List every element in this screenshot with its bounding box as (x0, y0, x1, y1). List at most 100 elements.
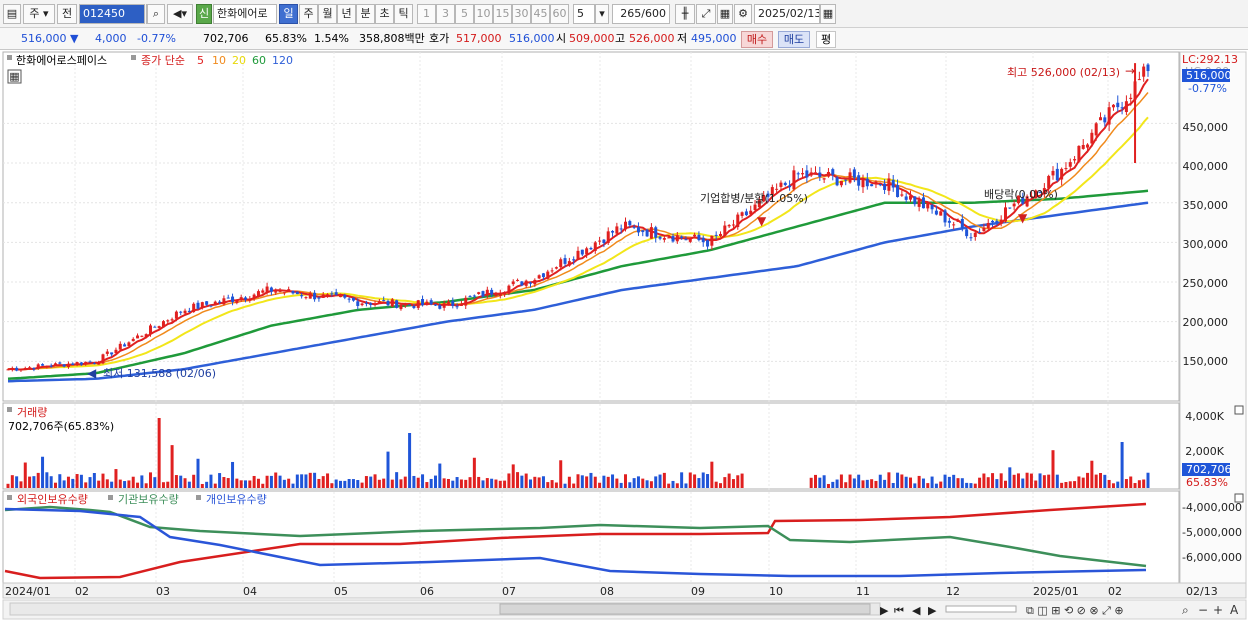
volume-bar (226, 478, 230, 488)
candle-body (343, 295, 347, 298)
period-select[interactable]: 주 ▾ (23, 4, 55, 24)
candle-body (1064, 168, 1068, 170)
interval-dropdown-icon[interactable]: ▾ (595, 4, 609, 24)
x-axis (2, 582, 1247, 599)
candle-body (1055, 168, 1059, 181)
candles (6, 63, 1150, 373)
interval-15[interactable]: 15 (493, 4, 512, 24)
volume-bar (887, 472, 891, 488)
candle-body (844, 179, 848, 181)
volume-bar (101, 473, 105, 488)
scrollbar-thumb[interactable] (499, 603, 871, 615)
chart-type-icon[interactable]: ╫ (675, 4, 695, 24)
interval-input[interactable]: 5 (573, 4, 595, 24)
volume-bar (904, 476, 908, 488)
candle-body (598, 240, 602, 242)
layout-icon[interactable]: ▤ (3, 4, 21, 24)
high-label: 고 (615, 32, 626, 45)
calendar-icon[interactable]: ▦ (820, 4, 836, 24)
candle-body (913, 196, 917, 205)
tab-month[interactable]: 월 (318, 4, 337, 24)
candle-body (628, 221, 632, 226)
volume-bar (645, 480, 649, 488)
volume-bar (658, 474, 662, 488)
interval-60[interactable]: 60 (550, 4, 569, 24)
volume-bar (468, 477, 472, 488)
candle-body (727, 225, 731, 227)
volume-bar (1137, 480, 1141, 488)
candle-body (615, 226, 619, 234)
x-label-07: 07 (502, 585, 516, 598)
volume-bar (248, 480, 252, 488)
tool-icons[interactable]: ⧉ ◫ ⊞ ⟲ ⊘ ⊗ ⤢ ⊕ (1026, 604, 1124, 617)
tab-minute[interactable]: 분 (356, 4, 375, 24)
candle-body (533, 279, 537, 285)
zoom-out-icon[interactable]: − (1198, 603, 1208, 617)
holdings-tick-5m: -5,000,000 (1182, 526, 1242, 539)
prev-page-icon[interactable]: ◀ (912, 604, 921, 617)
candle-body (978, 231, 982, 233)
interval-30[interactable]: 30 (512, 4, 531, 24)
prev-button[interactable]: 전 (57, 4, 77, 24)
legend-square (131, 55, 136, 60)
grid-icon[interactable]: ▦ (717, 4, 733, 24)
volume-bar (619, 482, 623, 488)
draw-tool-icon[interactable]: ⤢ (696, 4, 716, 24)
volume-bar (844, 482, 848, 488)
volume-bar (438, 463, 442, 488)
zoom-slider[interactable] (945, 605, 1017, 613)
volume-close-icon[interactable] (1234, 405, 1244, 415)
settings-icon[interactable]: ⚙ (734, 4, 752, 24)
volume-bar (688, 472, 692, 488)
tab-day[interactable]: 일 (279, 4, 298, 24)
candle-body (15, 367, 19, 371)
zoom-in-icon[interactable]: + (1213, 603, 1223, 617)
candle-body (589, 248, 593, 250)
candle-body (921, 197, 925, 209)
volume-bar (477, 476, 481, 488)
volume-bar (511, 464, 515, 488)
sell-button[interactable]: 매도 (778, 31, 810, 48)
volume-bar (1029, 473, 1033, 488)
tab-tick[interactable]: 틱 (394, 4, 413, 24)
interval-5[interactable]: 5 (455, 4, 474, 24)
tab-second[interactable]: 초 (375, 4, 394, 24)
date-field[interactable]: 2025/02/13 (754, 4, 820, 24)
volume-bar (956, 478, 960, 488)
candle-body (153, 326, 157, 328)
search-icon[interactable]: ⌕ (147, 4, 165, 24)
volume-bar (442, 478, 446, 488)
count-field[interactable]: 265/600 (612, 4, 670, 24)
volume-bar (710, 461, 714, 488)
interval-1[interactable]: 1 (417, 4, 436, 24)
stock-name-field[interactable]: 한화에어로 (213, 4, 277, 24)
first-icon[interactable]: ⏮ (894, 604, 904, 617)
holdings-close-icon[interactable] (1234, 493, 1244, 503)
candle-body (636, 227, 640, 233)
candle-body (231, 296, 235, 302)
table-view-icon[interactable] (7, 69, 22, 84)
merger-arrow-icon: ▼ (757, 214, 767, 228)
interval-10[interactable]: 10 (474, 4, 493, 24)
tab-year[interactable]: 년 (337, 4, 356, 24)
play-icon[interactable]: ▶ (880, 604, 889, 617)
candle-body (28, 367, 32, 369)
next-page-icon[interactable]: ▶ (928, 604, 937, 617)
interval-45[interactable]: 45 (531, 4, 550, 24)
volume-bar (995, 479, 999, 488)
candle-body (870, 184, 874, 187)
buy-button[interactable]: 매수 (741, 31, 773, 48)
lc-label: LC:292.13 (1182, 53, 1238, 66)
eval-button[interactable]: 평 (816, 31, 836, 48)
speaker-icon[interactable]: ◀▾ (167, 4, 193, 24)
volume-bar (92, 473, 96, 488)
chart-area[interactable]: 한화에어로스페이스 종가 단순 5 10 20 60 120 ▦ 최고 526,… (0, 50, 1248, 621)
tab-week[interactable]: 주 (299, 4, 318, 24)
volume-bar (485, 478, 489, 488)
stock-code-input[interactable]: 012450 (79, 4, 145, 24)
zoom-search-icon[interactable]: ⌕ (1182, 603, 1189, 617)
font-size-icon[interactable]: A (1230, 603, 1239, 617)
interval-3[interactable]: 3 (436, 4, 455, 24)
down-arrow-icon: ▼ (70, 32, 79, 45)
volume-bar (909, 477, 912, 488)
